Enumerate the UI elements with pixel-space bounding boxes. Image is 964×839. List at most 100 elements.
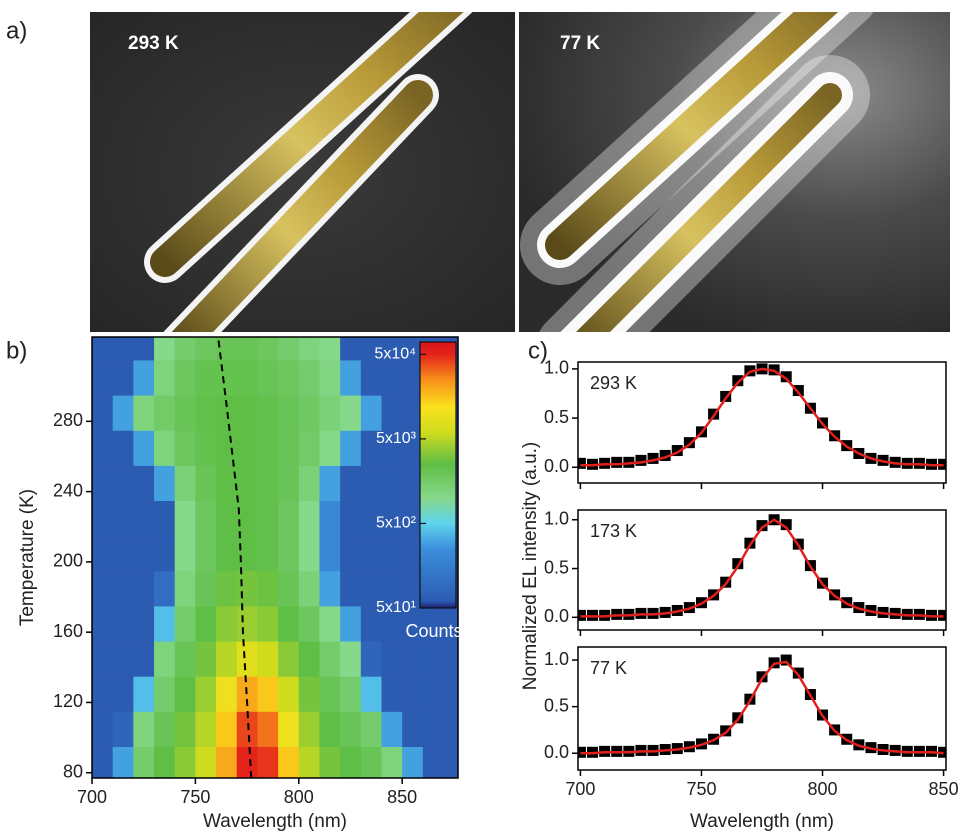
heatmap-cell: [340, 606, 361, 642]
heatmap-cell: [133, 465, 154, 501]
heatmap-cell: [154, 571, 175, 607]
heatmap-cell: [113, 606, 134, 642]
x-axis-label: Wavelength (nm): [690, 811, 834, 832]
heatmap-cell: [175, 711, 196, 747]
y-tick-label: 0.0: [544, 606, 569, 626]
figure: a) b) c) 293 K 77 K 70075080085080120160…: [0, 0, 964, 834]
heatmap-cell: [299, 711, 320, 747]
heatmap-cell: [113, 395, 134, 431]
heatmap-cell: [319, 395, 340, 431]
heatmap-cell: [299, 500, 320, 536]
heatmap-cell: [92, 536, 113, 572]
heatmap-cell: [340, 465, 361, 501]
heatmap-cell: [340, 571, 361, 607]
heatmap-cell: [175, 536, 196, 572]
heatmap-cell: [113, 430, 134, 466]
heatmap-cell: [381, 465, 402, 501]
x-tick-label: 750: [180, 787, 210, 807]
heatmap-cell: [195, 465, 216, 501]
y-tick-label: 280: [53, 410, 83, 430]
heatmap-cell: [299, 606, 320, 642]
heatmap-cell: [257, 606, 278, 642]
heatmap-cell: [92, 571, 113, 607]
heatmap-cell: [299, 430, 320, 466]
heatmap-cell: [278, 395, 299, 431]
heatmap-cell: [113, 676, 134, 712]
heatmap-cell: [278, 606, 299, 642]
heatmap-cell: [154, 711, 175, 747]
heatmap-cell: [237, 746, 258, 782]
heatmap-cell: [216, 746, 237, 782]
heatmap-cell: [402, 711, 423, 747]
heatmap-cell: [216, 360, 237, 396]
heatmap-cell: [175, 571, 196, 607]
y-tick-label: 1.0: [544, 509, 569, 529]
y-tick-label: 160: [53, 621, 83, 641]
heatmap-cell: [237, 571, 258, 607]
heatmap-cell: [175, 430, 196, 466]
heatmap-cell: [381, 536, 402, 572]
spectrum-plot: 0.00.51.0173 K: [544, 509, 949, 636]
x-tick-label: 800: [284, 787, 314, 807]
heatmap-cell: [133, 676, 154, 712]
heatmap-cell: [340, 746, 361, 782]
y-tick-label: 1.0: [544, 358, 569, 378]
heatmap-cell: [278, 571, 299, 607]
heatmap-cell: [195, 430, 216, 466]
heatmap-cell: [278, 641, 299, 677]
heatmap-cell: [257, 360, 278, 396]
heatmap-cell: [195, 711, 216, 747]
y-tick-label: 200: [53, 551, 83, 571]
heatmap-cell: [361, 360, 382, 396]
heatmap-cell: [154, 430, 175, 466]
heatmap-cell: [299, 676, 320, 712]
heatmap-cell: [175, 465, 196, 501]
heatmap-cell: [195, 746, 216, 782]
heatmap-cell: [195, 571, 216, 607]
heatmap-cell: [92, 360, 113, 396]
y-tick-label: 120: [53, 691, 83, 711]
heatmap-cell: [133, 360, 154, 396]
heatmap-cell: [92, 711, 113, 747]
heatmap-cell: [175, 746, 196, 782]
spectrum-plot: 7007508008500.00.51.077 KWavelength (nm): [544, 647, 959, 832]
heatmap-cell: [195, 676, 216, 712]
heatmap-cell: [299, 641, 320, 677]
heatmap-cell: [319, 746, 340, 782]
heatmap-cell: [340, 641, 361, 677]
heatmap-cell: [195, 360, 216, 396]
y-tick-label: 0.5: [544, 557, 569, 577]
heatmap-cell: [423, 641, 444, 677]
heatmap-cell: [402, 746, 423, 782]
x-tick-label: 750: [686, 779, 716, 799]
heatmap-cell: [257, 746, 278, 782]
heatmap-cell: [237, 641, 258, 677]
data-point: [781, 655, 792, 666]
heatmap-cell: [113, 746, 134, 782]
heatmap-cell: [319, 360, 340, 396]
heatmap-cell: [319, 606, 340, 642]
heatmap-cell: [340, 395, 361, 431]
heatmap-cell: [133, 606, 154, 642]
heatmap-cell: [195, 641, 216, 677]
heatmap-cell: [340, 360, 361, 396]
heatmap-cell: [216, 641, 237, 677]
heatmap-cell: [133, 395, 154, 431]
colorbar-label: Counts: [405, 621, 462, 641]
data-point: [611, 457, 622, 468]
heatmap-cell: [299, 395, 320, 431]
heatmap-cell: [216, 711, 237, 747]
y-tick-label: 80: [63, 761, 83, 781]
heatmap-cell: [340, 536, 361, 572]
heatmap-cell: [299, 746, 320, 782]
heatmap-cell: [237, 395, 258, 431]
x-tick-label: 700: [77, 787, 107, 807]
heatmap-cell: [444, 711, 465, 747]
heatmap-cell: [319, 571, 340, 607]
heatmap-cell: [444, 746, 465, 782]
heatmap-cell: [92, 641, 113, 677]
heatmap-cell: [257, 571, 278, 607]
image-label: 77 K: [560, 33, 600, 54]
y-axis-label: Temperature (K): [17, 489, 38, 626]
heatmap-cell: [216, 536, 237, 572]
